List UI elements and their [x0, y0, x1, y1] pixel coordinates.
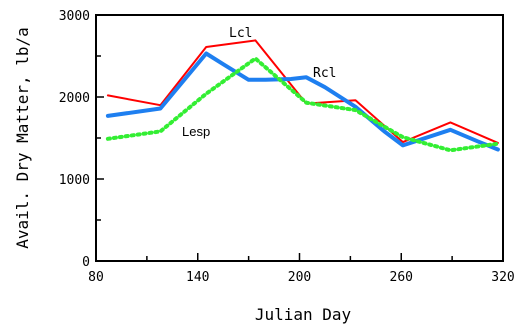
series-label-lesp: Lesp	[182, 124, 210, 139]
x-axis-title: Julian Day	[255, 305, 352, 324]
x-tick-label: 140	[186, 270, 209, 285]
axes-layer: 80 140 200 260 320 0 1000 2000 3000	[59, 9, 515, 285]
series-label-lcl: Lcl	[229, 26, 252, 41]
series-label-rcl: Rcl	[313, 66, 336, 81]
y-tick-label: 0	[82, 255, 90, 270]
x-tick-label: 200	[288, 270, 311, 285]
series-line-lesp	[105, 56, 500, 153]
y-tick-label: 2000	[59, 91, 90, 106]
y-tick-label: 3000	[59, 9, 90, 24]
y-tick-label: 1000	[59, 173, 90, 188]
x-tick-label: 260	[390, 270, 413, 285]
y-axis-title: Avail. Dry Matter, lb/a	[13, 27, 32, 249]
series-layer	[105, 39, 500, 153]
plot-frame	[95, 14, 504, 262]
x-tick-label: 320	[491, 270, 514, 285]
plot-area	[95, 14, 504, 262]
x-tick-label: 80	[88, 270, 104, 285]
series-line-rcl	[105, 51, 500, 152]
